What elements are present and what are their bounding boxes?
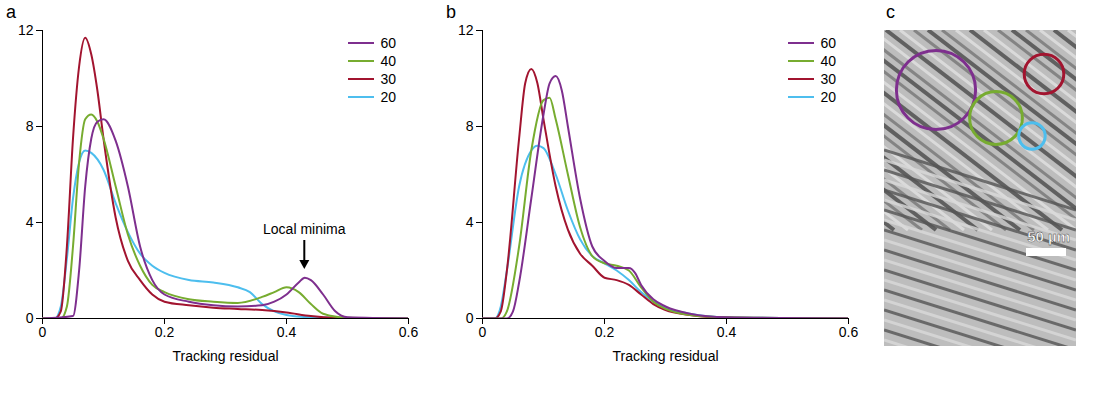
html-text:c: c <box>886 2 895 22</box>
svg-text:8: 8 <box>466 118 474 134</box>
svg-text:0.6: 0.6 <box>399 324 419 340</box>
html-text:40: 40 <box>380 53 396 69</box>
svg-text:4: 4 <box>26 214 34 230</box>
html-text:40: 40 <box>820 53 836 69</box>
svg-text:Tracking residual: Tracking residual <box>612 348 718 364</box>
svg-text:0.2: 0.2 <box>595 324 615 340</box>
svg-text:12: 12 <box>458 22 474 38</box>
svg-text:0.4: 0.4 <box>277 324 297 340</box>
svg-text:12: 12 <box>18 22 34 38</box>
html-text:60: 60 <box>380 35 396 51</box>
html-text:a: a <box>6 2 16 22</box>
svg-text:Local minima: Local minima <box>263 221 346 237</box>
svg-text:0.6: 0.6 <box>839 324 859 340</box>
svg-text:4: 4 <box>466 214 474 230</box>
html-text:20: 20 <box>820 89 836 105</box>
html-text:30: 30 <box>380 71 396 87</box>
svg-text:0: 0 <box>479 324 487 340</box>
svg-text:0.4: 0.4 <box>717 324 737 340</box>
html-text:30: 30 <box>820 71 836 87</box>
svg-text:0: 0 <box>466 310 474 326</box>
html-text:b: b <box>446 2 456 22</box>
svg-text:0.2: 0.2 <box>155 324 175 340</box>
html-text:20: 20 <box>380 89 396 105</box>
html-text:60: 60 <box>820 35 836 51</box>
svg-text:8: 8 <box>26 118 34 134</box>
svg-text:Tracking residual: Tracking residual <box>172 348 278 364</box>
svg-text:0: 0 <box>26 310 34 326</box>
svg-text:0: 0 <box>39 324 47 340</box>
svg-text:50 µm: 50 µm <box>1027 228 1070 245</box>
